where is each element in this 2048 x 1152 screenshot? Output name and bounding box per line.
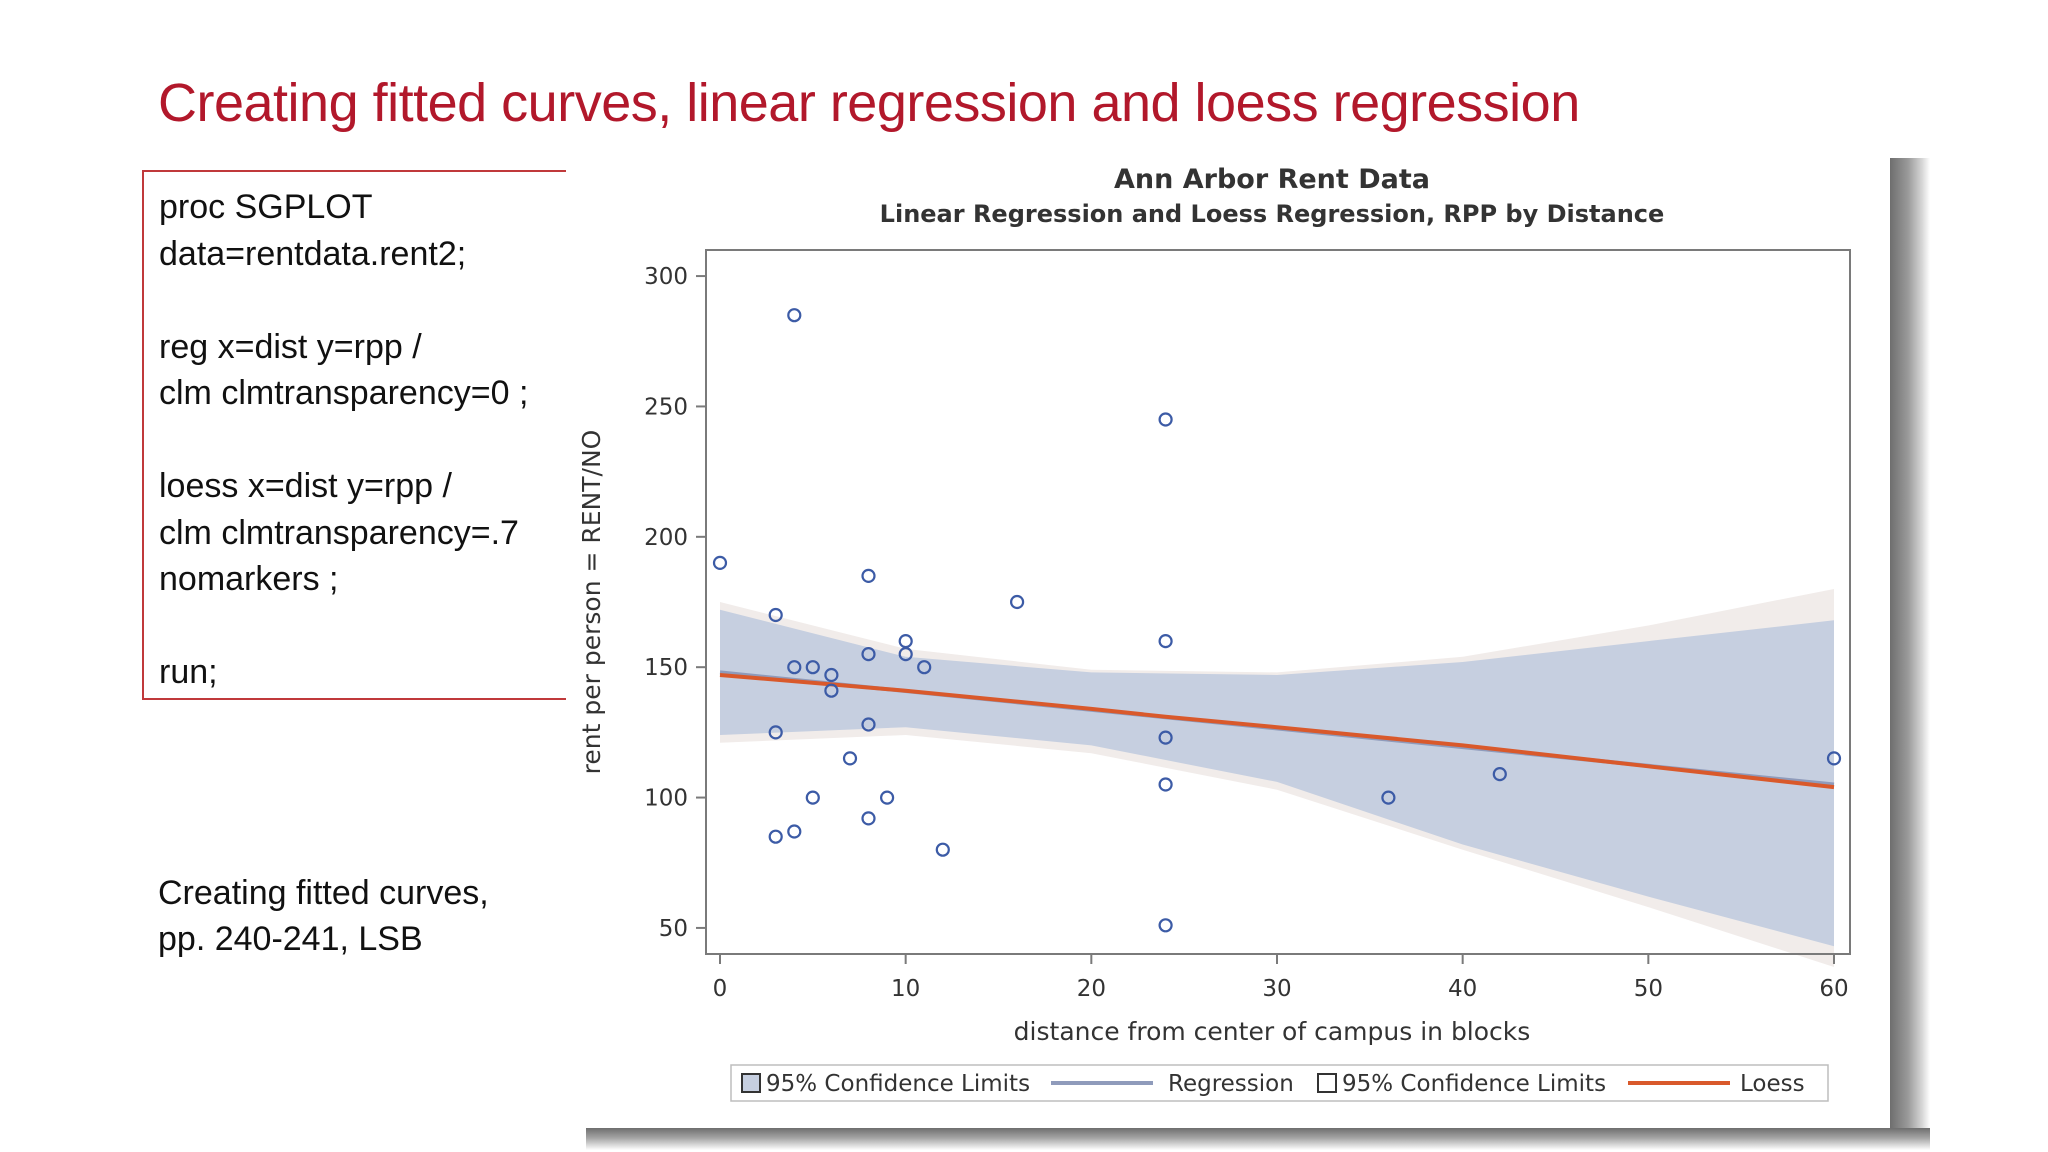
slide-title: Creating fitted curves, linear regressio… — [158, 73, 1580, 133]
code-line — [159, 417, 566, 464]
data-point — [1826, 751, 1842, 766]
data-point — [880, 790, 895, 805]
y-axis-label: rent per person = RENT/NO — [577, 430, 606, 775]
code-line — [159, 603, 566, 650]
data-point — [805, 790, 820, 805]
data-point — [1158, 412, 1173, 427]
x-tick-label: 60 — [1819, 976, 1848, 1002]
code-box: proc SGPLOT data=rentdata.rent2; reg x=d… — [142, 170, 568, 700]
y-tick-label: 150 — [644, 655, 688, 681]
code-line: reg x=dist y=rpp / — [159, 327, 422, 366]
panel-shadow-bottom — [586, 1128, 1930, 1150]
data-point — [712, 555, 728, 570]
data-point — [1158, 777, 1173, 792]
chart-title: Ann Arbor Rent Data — [1114, 164, 1430, 195]
legend-label: Regression — [1168, 1071, 1294, 1097]
code-line: nomarkers ; — [159, 560, 339, 598]
regression-confidence-band — [720, 609, 1834, 947]
y-tick-label: 100 — [644, 786, 688, 812]
panel-shadow-right — [1890, 158, 1930, 1133]
data-point — [861, 568, 876, 583]
data-point — [1158, 730, 1173, 745]
y-tick-label: 300 — [644, 264, 688, 290]
data-point — [861, 717, 876, 732]
caption-line: pp. 240-241, LSB — [158, 920, 423, 958]
caption-line: Creating fitted curves, — [158, 874, 489, 912]
code-line: proc SGPLOT — [159, 188, 373, 226]
x-tick-label: 50 — [1634, 976, 1663, 1002]
x-tick-label: 0 — [713, 976, 728, 1002]
data-point — [787, 660, 802, 675]
data-point — [768, 607, 783, 623]
data-point — [842, 751, 858, 766]
data-point — [861, 647, 876, 662]
data-point — [1158, 918, 1173, 933]
y-tick-label: 50 — [659, 916, 688, 942]
chart-subtitle: Linear Regression and Loess Regression, … — [880, 200, 1665, 228]
data-point — [787, 308, 802, 323]
legend-label: 95% Confidence Limits — [1342, 1071, 1606, 1097]
data-point — [768, 829, 783, 844]
x-tick-label: 20 — [1077, 976, 1106, 1002]
data-point — [935, 842, 950, 857]
data-point — [824, 683, 839, 698]
data-point — [768, 725, 783, 740]
code-line: clm clmtransparency=0 ; — [159, 374, 529, 412]
legend-label: Loess — [1740, 1071, 1805, 1097]
legend-swatch-regression-band — [741, 1073, 761, 1093]
scatter-chart: Ann Arbor Rent Data Linear Regression an… — [566, 150, 1890, 1128]
y-tick-label: 250 — [644, 394, 688, 420]
x-tick-label: 30 — [1262, 976, 1291, 1002]
data-point — [1492, 766, 1507, 782]
data-point — [917, 660, 932, 675]
data-point — [1381, 790, 1396, 805]
x-axis: 0 10 20 30 40 50 60 — [713, 954, 1849, 1002]
code-line: clm clmtransparency=.7 — [159, 513, 519, 552]
caption: Creating fitted curves, pp. 240-241, LSB — [158, 870, 489, 962]
x-axis-label: distance from center of campus in blocks — [1014, 1017, 1531, 1046]
code-line — [159, 277, 566, 324]
legend-label: 95% Confidence Limits — [766, 1071, 1030, 1097]
legend-swatch-loess-band — [1317, 1073, 1337, 1093]
code-line: run; — [159, 653, 218, 691]
code-line: data=rentdata.rent2; — [159, 234, 467, 273]
legend: 95% Confidence Limits Regression 95% Confi… — [730, 1064, 1829, 1102]
data-point — [805, 660, 820, 675]
data-point — [1010, 594, 1025, 610]
loess-line — [719, 673, 1835, 790]
data-point — [1158, 634, 1173, 649]
x-tick-label: 10 — [891, 976, 920, 1002]
chart-panel: Ann Arbor Rent Data Linear Regression an… — [566, 150, 1890, 1128]
y-tick-label: 200 — [644, 525, 688, 551]
code-line: loess x=dist y=rpp / — [159, 467, 452, 505]
data-point — [787, 824, 802, 839]
data-point — [861, 811, 876, 826]
plot-area — [712, 308, 1842, 967]
x-tick-label: 40 — [1448, 976, 1477, 1002]
data-point — [824, 667, 839, 683]
y-axis: 50 100 150 200 250 300 — [644, 264, 706, 942]
data-point — [898, 647, 913, 662]
